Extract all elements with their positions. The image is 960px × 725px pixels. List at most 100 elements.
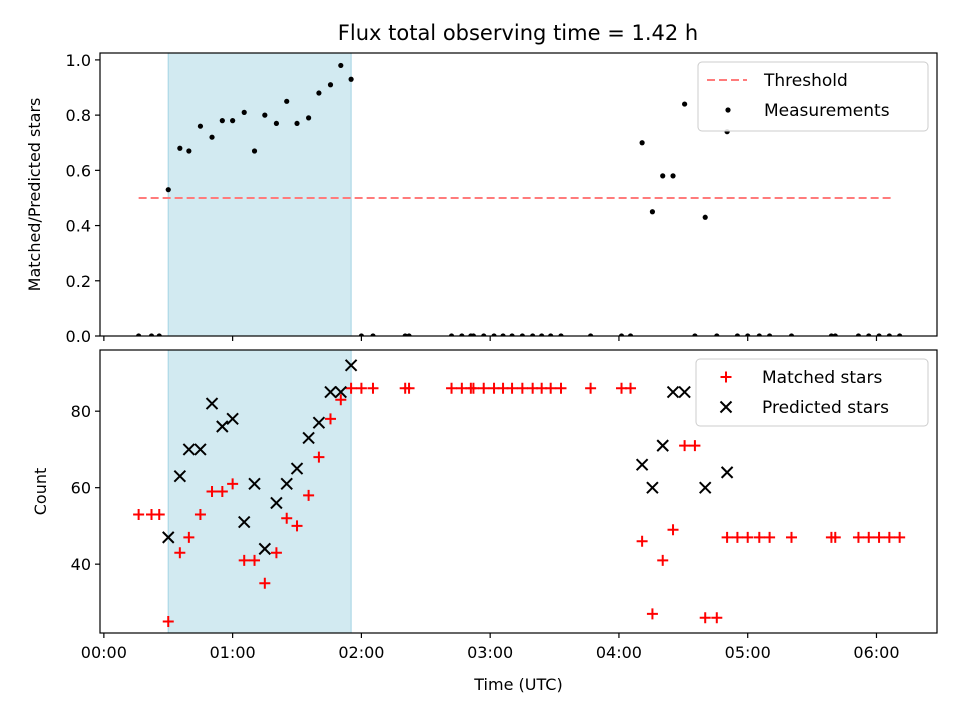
predicted-stars-point [238,515,251,529]
matched-stars-point [478,382,490,394]
measurement-point [327,82,334,88]
measurement-point [670,173,676,179]
predicted-stars-point [334,385,348,399]
measurement-point [370,333,376,336]
plot-area [136,53,903,336]
matched-stars-point [721,531,733,543]
measurement-point [660,173,666,179]
matched-stars-point [657,554,669,566]
measurement-point [897,333,903,336]
predicted-stars-point [312,416,326,429]
matched-stars-point [345,382,357,394]
measurement-point [156,333,162,336]
measurement-point [136,333,142,336]
series-measurements [136,62,903,336]
matched-stars-point [506,382,518,394]
measurement-point [788,333,795,336]
measurement-point [886,333,892,336]
observing-window-shade [168,53,352,336]
legend-label: Predicted stars [762,398,889,418]
measurement-point [316,90,322,96]
bottom-panel: 40 60 80 00:00 01:00 02:00 03:00 04:00 05:00 06:0… [31,349,938,694]
measurement-point [588,333,594,336]
matched-stars-point [206,486,218,497]
matched-stars-point [367,382,379,394]
x-tick-label: 06:00 [853,643,899,662]
plot-area [133,350,906,633]
matched-stars-point [183,531,195,543]
y-tick-label: 80 [71,402,91,421]
matched-stars-point [446,382,458,394]
measurement-point [294,120,300,127]
measurement-point [876,333,882,336]
matched-stars-point [764,531,776,543]
x-axis-label: Time (UTC) [473,675,562,694]
measurement-point [402,333,408,336]
matched-stars-point [679,440,691,452]
measurement-point [866,333,872,336]
measurement-point [348,76,354,82]
y-tick-label: 1.0 [66,51,91,70]
series-predicted-stars [162,359,734,556]
legend-predicted-swatch [719,400,733,414]
measurement-point [230,118,236,124]
matched-stars-point [281,512,293,524]
series-matched-stars [133,382,906,628]
measurement-point [470,333,477,336]
predicted-stars-point [720,466,734,479]
measurement-point [627,333,634,336]
measurement-point [745,333,751,336]
matched-stars-point [194,508,206,520]
x-tick-label: 04:00 [596,643,642,662]
predicted-stars-point [324,385,337,399]
measurement-point [459,333,465,336]
predicted-stars-point [205,397,219,410]
measurement-point [448,333,455,336]
x-tick-label: 02:00 [338,643,384,662]
measurement-point [306,115,312,121]
axes-frame [99,349,938,634]
matched-stars-point [625,382,637,394]
measurement-point [165,187,171,193]
predicted-stars-point [646,481,659,494]
matched-stars-point [545,382,557,394]
predicted-stars-point [248,477,261,491]
measurement-point [558,333,564,336]
measurement-point [219,118,225,124]
chart-title: Flux total observing time = 1.42 h [338,21,698,45]
matched-stars-point [585,382,597,394]
predicted-stars-point [666,385,680,399]
matched-stars-point [753,531,765,543]
legend-matched-swatch [720,371,732,383]
measurement-point [734,333,741,336]
predicted-stars-point [270,496,283,510]
measurement-point [262,112,268,118]
matched-stars-point [636,535,648,547]
measurement-point [491,333,497,336]
y-tick-label: 0.6 [66,161,91,180]
predicted-stars-point [290,462,304,475]
x-tick-label: 00:00 [81,643,127,662]
measurement-point [756,333,762,336]
measurement-point [358,333,365,336]
observing-window-shade [168,350,352,633]
y-tick-label: 0.4 [66,217,91,236]
predicted-stars-point [182,443,196,456]
matched-stars-point [270,547,282,559]
matched-stars-point [162,616,174,628]
matched-stars-point [883,531,895,543]
matched-stars-point [313,451,325,463]
y-axis-label: Matched/Predicted stars [25,98,44,292]
predicted-stars-point [194,443,207,456]
measurement-point [284,98,290,104]
measurement-point [177,145,183,151]
measurement-point [682,101,688,107]
matched-stars-point [249,554,261,566]
predicted-stars-point [173,469,187,483]
matched-stars-point [216,486,228,497]
predicted-stars-point [678,385,691,399]
legend: Matched stars Predicted stars [695,358,929,427]
matched-stars-point [863,531,875,543]
legend-label: Matched stars [762,368,882,388]
